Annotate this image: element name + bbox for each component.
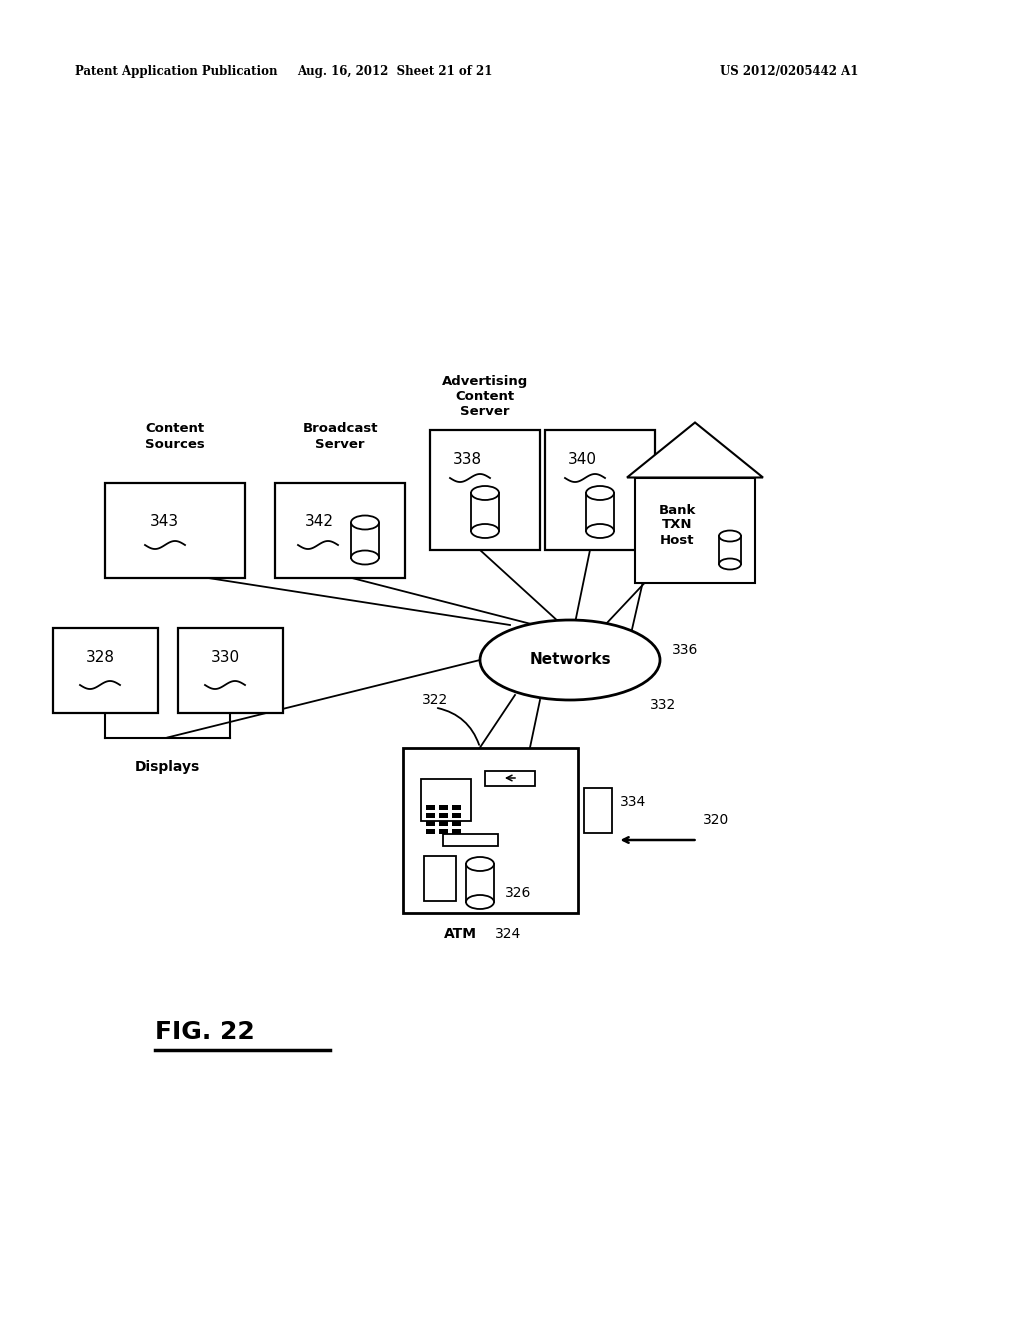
Ellipse shape [719,531,741,541]
Text: 334: 334 [620,795,646,809]
Bar [426,829,434,834]
Text: 320: 320 [702,813,729,828]
Bar [485,771,535,785]
Bar [452,813,461,818]
Ellipse shape [480,620,660,700]
Text: Marketing
Server: Marketing Server [665,458,741,486]
Text: Networks: Networks [529,652,610,668]
Bar [275,483,406,578]
Ellipse shape [466,857,494,871]
Bar [452,821,461,826]
Text: ATM: ATM [443,928,476,941]
Text: Patent Application Publication: Patent Application Publication [75,66,278,78]
Bar [438,821,447,826]
Text: Content
Sources: Content Sources [145,422,205,450]
Text: Broadcast
Server: Broadcast Server [302,422,378,450]
Ellipse shape [471,524,499,539]
Text: 326: 326 [505,886,531,900]
Bar [452,829,461,834]
Bar [177,627,283,713]
Text: 340: 340 [568,453,597,467]
Bar [52,627,158,713]
Text: 336: 336 [672,643,698,657]
Bar [402,747,578,912]
Bar [430,430,540,550]
Bar [105,483,245,578]
Text: 322: 322 [422,693,449,706]
Text: 343: 343 [150,515,179,529]
Text: FIG. 22: FIG. 22 [155,1020,255,1044]
Ellipse shape [719,558,741,569]
Text: Advertising
Content
Server: Advertising Content Server [442,375,528,418]
Bar [424,855,456,900]
Ellipse shape [466,895,494,909]
Text: 342: 342 [305,515,334,529]
Text: Aug. 16, 2012  Sheet 21 of 21: Aug. 16, 2012 Sheet 21 of 21 [297,66,493,78]
Text: 338: 338 [453,453,482,467]
Bar [426,813,434,818]
Text: 332: 332 [650,698,676,711]
Bar [438,805,447,810]
Ellipse shape [351,550,379,565]
Bar [442,834,498,846]
Text: US 2012/0205442 A1: US 2012/0205442 A1 [720,66,858,78]
Bar [452,805,461,810]
Bar [635,478,755,582]
Bar [584,788,611,833]
Text: 324: 324 [495,928,521,941]
Text: Bank
TXN
Host: Bank TXN Host [658,503,695,546]
Ellipse shape [586,486,614,500]
Bar [545,430,655,550]
Ellipse shape [471,486,499,500]
Bar [426,821,434,826]
Bar [438,813,447,818]
Bar [426,805,434,810]
Bar [438,829,447,834]
Ellipse shape [351,516,379,529]
Text: 330: 330 [211,651,240,665]
Polygon shape [627,422,763,478]
Bar [421,779,470,821]
Ellipse shape [586,524,614,539]
Text: Displays: Displays [135,759,200,774]
Text: 328: 328 [85,651,115,665]
